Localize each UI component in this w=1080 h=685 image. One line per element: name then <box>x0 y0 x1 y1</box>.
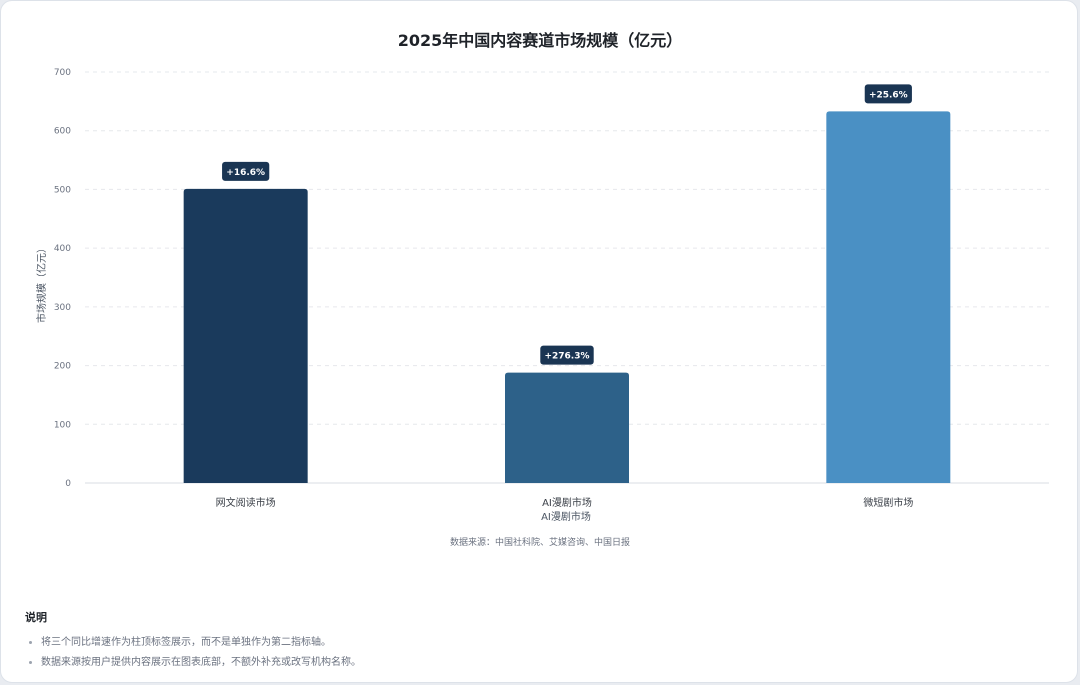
notes-section: 说明 将三个同比增速作为柱顶标签展示，而不是单独作为第二指标轴。 数据来源按用户… <box>25 609 1045 673</box>
y-tick-label: 600 <box>54 127 71 137</box>
growth-badge <box>864 84 912 104</box>
bar <box>183 188 308 483</box>
x-category-label: 网文阅读市场 <box>216 496 276 509</box>
x-category-label: AI漫剧市场 <box>542 496 592 509</box>
y-tick-label: 0 <box>65 479 71 489</box>
growth-badges: +16.6% +276.3% +25.6% <box>222 84 912 365</box>
chart-title: 2025年中国内容赛道市场规模（亿元） <box>398 31 683 50</box>
y-tick-label: 100 <box>54 420 71 430</box>
y-tick-label: 400 <box>54 244 71 254</box>
growth-badge <box>222 161 270 181</box>
y-tick-label: 300 <box>54 303 71 313</box>
x-axis-categories: 网文阅读市场 AI漫剧市场 微短剧市场 <box>216 496 914 509</box>
notes-list: 将三个同比增速作为柱顶标签展示，而不是单独作为第二指标轴。 数据来源按用户提供内… <box>25 633 1045 673</box>
y-tick-label: 700 <box>54 68 71 78</box>
note-item: 数据来源按用户提供内容展示在图表底部，不额外补充或改写机构名称。 <box>41 653 1045 673</box>
note-item: 将三个同比增速作为柱顶标签展示，而不是单独作为第二指标轴。 <box>41 633 1045 653</box>
growth-badge <box>540 345 594 365</box>
bar <box>826 111 951 484</box>
bar-chart: 2025年中国内容赛道市场规模（亿元） 0 100 200 300 400 500 600 7… <box>35 31 1049 548</box>
notes-title: 说明 <box>25 611 47 624</box>
x-category-label: 微短剧市场 <box>863 496 913 509</box>
y-axis-title: 市场规模（亿元） <box>35 243 48 323</box>
growth-label: +276.3% <box>544 352 589 362</box>
x-axis-title: AI漫剧市场 <box>541 510 591 523</box>
growth-label: +25.6% <box>869 90 908 100</box>
y-tick-label: 200 <box>54 362 71 372</box>
data-source: 数据来源：中国社科院、艾媒咨询、中国日报 <box>450 536 630 548</box>
y-tick-label: 500 <box>54 185 71 195</box>
bar <box>505 372 629 483</box>
growth-label: +16.6% <box>226 168 265 178</box>
y-axis-ticks: 0 100 200 300 400 500 600 700 <box>54 68 71 489</box>
bars <box>183 111 951 484</box>
